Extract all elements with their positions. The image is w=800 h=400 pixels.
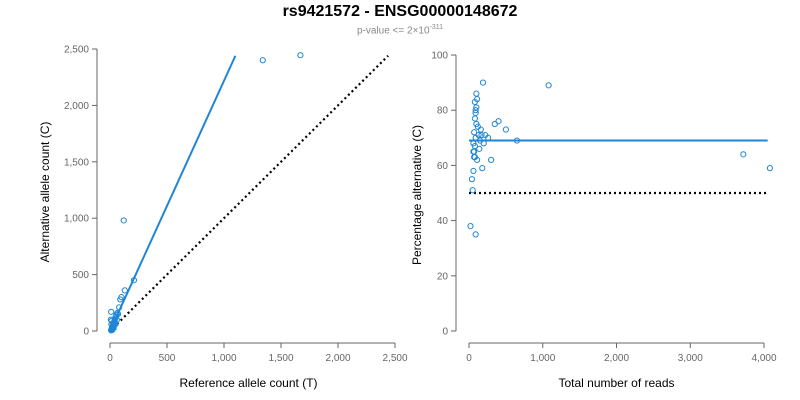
x-tick-label: 3,000 [678,353,703,364]
data-point [485,134,492,141]
y-tick-label: 100 [431,51,448,62]
data-point [472,107,479,114]
data-point [545,82,552,89]
y-tick-label: 80 [437,106,449,117]
x-tick-label: 2,000 [604,353,629,364]
y-tick-label: 500 [72,270,89,281]
data-point [470,140,477,147]
x-tick-label: 500 [159,353,176,364]
subtitle-prefix: p-value <= 2×10 [356,25,430,37]
data-point [121,287,128,294]
data-point [471,129,478,136]
x-tick-label: 1,000 [211,353,236,364]
data-point [108,321,115,328]
x-tick-label: 1,000 [530,353,555,364]
data-point [471,115,478,122]
fit-line [109,55,237,332]
x-tick-label: 2,000 [325,353,350,364]
chart-subtitle: p-value <= 2×10-311 [0,24,800,36]
data-point [473,104,480,111]
x-axis-title: Reference allele count (T) [179,376,317,390]
data-point [502,126,509,133]
data-point [474,156,481,163]
x-axis-title: Total number of reads [558,376,674,390]
chart-right: 0 1,000 2,000 3,000 4,000 0 20 40 60 80 100 Total n… [410,51,777,391]
chart-left: 0 500 1,000 1,500 2,000 2,500 0 500 1,000 1,500 2,… [38,45,408,391]
data-point [114,310,122,318]
data-point [495,118,502,125]
subtitle-exponent: -311 [429,24,444,31]
data-point [120,217,127,224]
data-point [107,316,115,323]
x-tick-label: 0 [107,353,113,364]
y-tick-label: 1,500 [64,157,89,168]
data-point [476,145,483,152]
data-point [766,165,774,172]
data-point [740,151,747,158]
data-point [470,167,477,175]
y-axis-title: Alternative allele count (C) [38,122,52,263]
y-tick-label: 60 [437,161,449,172]
x-tick-label: 2,500 [382,353,407,364]
y-tick-label: 0 [442,327,448,338]
data-point [479,165,486,172]
data-point [259,57,266,64]
data-point [488,156,495,163]
data-point [473,90,480,97]
data-point [297,52,304,59]
data-point [478,131,485,139]
data-point [468,176,476,183]
data-point [467,223,474,230]
x-tick-label: 4,000 [751,353,776,364]
data-point [480,140,487,147]
x-tick-label: 1,500 [268,353,293,364]
data-point [475,131,482,139]
chart-title: rs9421572 - ENSG00000148672 [282,3,518,20]
data-point [513,137,521,144]
reference-line [109,54,389,332]
y-tick-label: 1,000 [64,214,89,225]
y-tick-label: 20 [437,271,449,282]
y-tick-label: 0 [83,327,89,338]
y-tick-label: 2,000 [64,101,89,112]
x-tick-label: 0 [466,353,472,364]
y-tick-label: 40 [437,216,449,227]
data-point [108,308,115,315]
data-point [118,294,125,301]
data-point [469,187,476,194]
data-point [116,304,123,311]
data-point [130,277,138,284]
data-point [472,231,479,238]
data-point [479,79,487,86]
data-point [108,317,115,324]
y-axis-title: Percentage alternative (C) [410,125,424,265]
data-point [491,120,498,128]
y-tick-label: 2,500 [64,45,89,56]
